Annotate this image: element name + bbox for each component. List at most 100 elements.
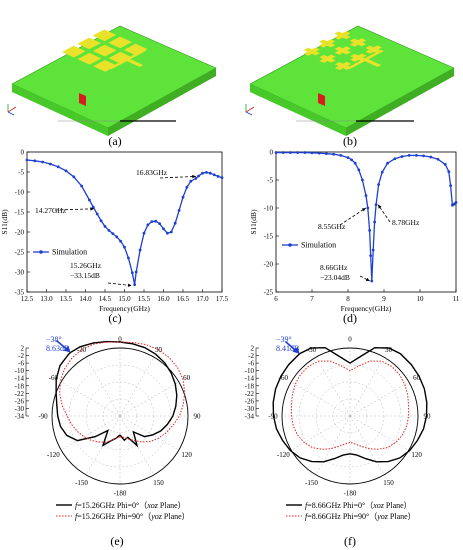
- panel-label-a: (a): [108, 134, 121, 148]
- feed-line: [125, 58, 144, 67]
- angle-tick-label: -30: [77, 346, 87, 354]
- angle-tick-label: -90: [38, 413, 48, 421]
- radial-tick-label: -18: [15, 382, 25, 390]
- radial-tick-label: -22: [15, 390, 25, 398]
- data-point: [158, 222, 162, 226]
- angle-tick-label: -150: [75, 479, 88, 487]
- data-point: [130, 271, 134, 275]
- polar-grid-spoke: [119, 415, 155, 476]
- data-point: [33, 159, 37, 163]
- x-tick-label: 17.5: [216, 295, 229, 303]
- annotation-arrow: [359, 275, 370, 282]
- peak-angle-label: −38°: [46, 335, 62, 344]
- patch-element: [108, 51, 133, 64]
- axis-triad-icon: [7, 104, 17, 116]
- annotation-label: 8.78GHz: [392, 218, 420, 227]
- data-point: [185, 185, 189, 189]
- data-point: [339, 153, 343, 157]
- y-tick-label: -15: [264, 233, 274, 241]
- angle-tick-label: 30: [385, 346, 393, 354]
- data-point: [142, 231, 146, 235]
- polar-grid-spoke: [85, 415, 121, 476]
- data-point: [400, 155, 404, 158]
- polar-grid-circle: [281, 347, 419, 485]
- data-point: [369, 254, 373, 257]
- data-point: [364, 194, 368, 198]
- annotation-arrowhead: [365, 277, 370, 282]
- series-line-phi90: [290, 360, 410, 450]
- patch-element: [77, 52, 102, 65]
- angle-tick-label: 150: [153, 479, 164, 487]
- data-point: [41, 160, 44, 164]
- annotation-arrowhead: [127, 283, 132, 287]
- peak-gain-label: 8.63dB: [46, 344, 69, 353]
- data-point: [353, 161, 357, 165]
- y-tick-label: -25: [15, 249, 25, 257]
- legend-label: f=8.66GHz Phi=0°（xoz Plane）: [305, 501, 412, 510]
- radial-tick-label: -34: [245, 413, 255, 421]
- legend-label: f=8.66GHz Phi=90°（yoz Plane）: [305, 512, 416, 521]
- peak-arrowhead: [63, 345, 71, 353]
- radial-tick-label: -26: [15, 397, 25, 405]
- annotation-arrowhead: [361, 208, 366, 212]
- y-tick-label: -10: [264, 205, 274, 213]
- data-point: [374, 203, 378, 207]
- patch-element: [108, 36, 132, 49]
- data-point: [212, 173, 216, 177]
- patch-element: [77, 37, 101, 50]
- x-tick-label: 13.0: [40, 295, 53, 303]
- legend-marker: [39, 250, 43, 254]
- data-point: [281, 151, 285, 154]
- data-point: [317, 151, 321, 155]
- angle-tick-label: 150: [383, 479, 394, 487]
- annotation-arrow: [107, 282, 132, 286]
- x-tick-label: 9: [382, 295, 386, 303]
- data-point: [162, 227, 165, 231]
- data-point: [133, 283, 137, 286]
- angle-tick-label: -180: [344, 490, 357, 498]
- feed-line: [108, 49, 146, 70]
- data-point: [138, 248, 142, 252]
- x-axis-label: Frequency(GHz): [99, 304, 150, 313]
- data-point: [373, 220, 377, 224]
- y-tick-label: -5: [267, 177, 273, 185]
- angle-tick-label: -150: [305, 479, 318, 487]
- data-point: [64, 169, 68, 173]
- feed-line: [363, 58, 382, 67]
- radial-tick-label: -2: [18, 352, 24, 360]
- y-tick-label: -20: [264, 261, 274, 269]
- polar-grid-spoke: [349, 415, 385, 476]
- x-tick-label: 17.0: [196, 295, 209, 303]
- data-point: [177, 209, 181, 212]
- angle-tick-label: -60: [49, 374, 59, 382]
- angle-tick-label: -120: [277, 451, 290, 459]
- y-tick-label: -5: [18, 169, 24, 177]
- x-tick-label: 13.5: [60, 295, 73, 303]
- annotation-arrowhead: [90, 207, 95, 211]
- data-point: [189, 179, 193, 183]
- panel-label-e: (e): [110, 534, 123, 548]
- polar-grid-spoke: [349, 381, 410, 417]
- data-point: [407, 153, 411, 157]
- patch-array-b: [303, 31, 384, 71]
- data-point: [366, 206, 370, 210]
- annotation-arrowhead: [378, 204, 382, 209]
- feed-port-a: [79, 93, 86, 106]
- legend-label: f=15.26GHz Phi=0°（xoz Plane）: [75, 501, 186, 510]
- angle-tick-label: 60: [413, 374, 421, 382]
- patch-element: [92, 29, 117, 42]
- data-point: [393, 157, 397, 161]
- series-line: [276, 151, 457, 282]
- data-point: [95, 212, 99, 216]
- angle-tick-label: 120: [411, 451, 422, 459]
- radial-tick-label: -18: [245, 382, 255, 390]
- x-axis-label: Frequency(GHz): [341, 304, 392, 313]
- polar-chart-f: 0306090120150-180-150-120-90-60-302-2-6-…: [245, 335, 431, 521]
- data-point: [181, 195, 185, 199]
- data-point: [72, 175, 76, 179]
- radial-tick-label: 2: [21, 345, 25, 353]
- peak-angle-label: −39°: [276, 335, 292, 344]
- data-point: [146, 223, 150, 227]
- x-tick-label: 12.5: [21, 295, 34, 303]
- peak-arrowhead: [292, 346, 300, 354]
